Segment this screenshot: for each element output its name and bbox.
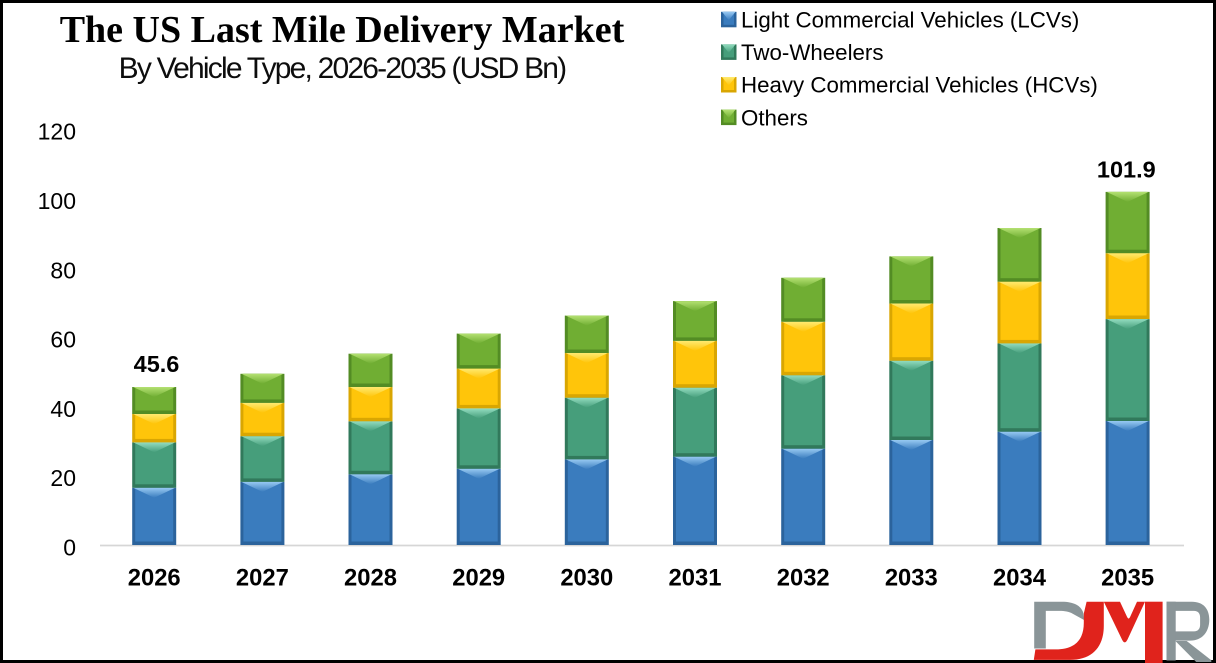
svg-text:60: 60: [50, 327, 76, 353]
svg-text:Heavy Commercial Vehicles (HCV: Heavy Commercial Vehicles (HCVs): [741, 73, 1098, 98]
svg-text:2032: 2032: [777, 564, 830, 591]
svg-text:2029: 2029: [452, 564, 505, 591]
svg-text:2031: 2031: [669, 564, 722, 591]
svg-text:120: 120: [38, 119, 76, 145]
svg-text:Light Commercial Vehicles (LCV: Light Commercial Vehicles (LCVs): [741, 8, 1079, 33]
svg-text:2028: 2028: [344, 564, 397, 591]
svg-text:45.6: 45.6: [134, 351, 180, 377]
svg-text:80: 80: [50, 257, 76, 283]
svg-text:101.9: 101.9: [1097, 156, 1156, 182]
svg-text:2027: 2027: [236, 564, 289, 591]
svg-text:Others: Others: [741, 105, 808, 130]
svg-text:40: 40: [50, 396, 76, 422]
svg-text:Two-Wheelers: Two-Wheelers: [741, 40, 884, 65]
svg-text:20: 20: [50, 465, 76, 491]
svg-text:2030: 2030: [560, 564, 613, 591]
svg-text:100: 100: [38, 188, 76, 214]
svg-text:2026: 2026: [128, 564, 181, 591]
svg-text:2033: 2033: [885, 564, 938, 591]
svg-text:2034: 2034: [993, 564, 1047, 591]
svg-text:0: 0: [63, 535, 76, 561]
svg-text:2035: 2035: [1101, 564, 1154, 591]
